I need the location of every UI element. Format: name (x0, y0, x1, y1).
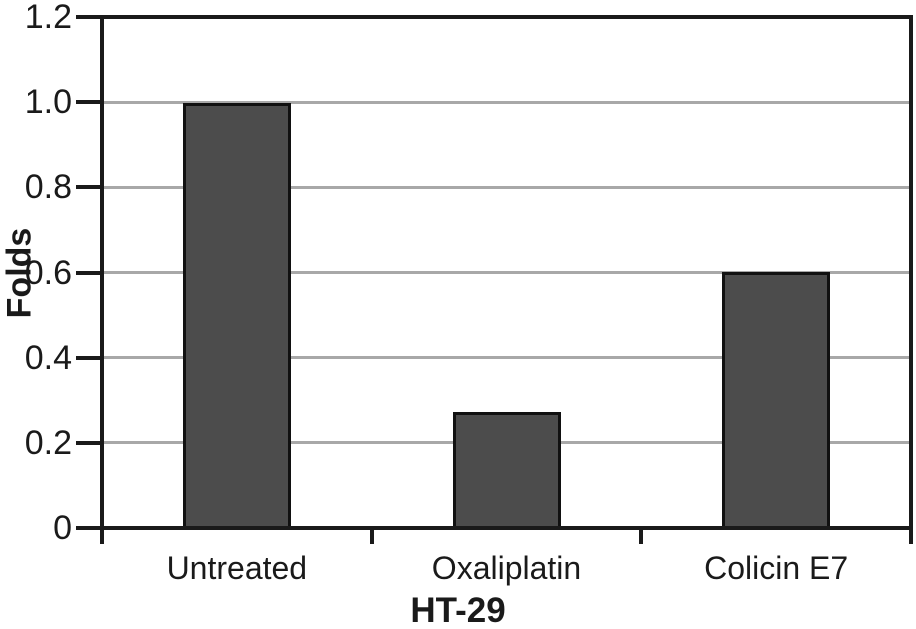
bar-oxaliplatin (453, 412, 561, 526)
x-axis-tick (369, 526, 374, 544)
x-axis-category-label: Colicin E7 (704, 550, 849, 586)
y-axis-tick-label: 0 (53, 509, 72, 547)
y-axis-tick-label: 1.0 (24, 83, 72, 122)
y-axis-tick (76, 526, 102, 530)
y-axis-tick (76, 355, 102, 360)
bar-colicin-e7 (722, 272, 830, 526)
y-gridline (104, 100, 909, 104)
y-gridline (104, 185, 909, 189)
y-axis-tick-label: 0.8 (24, 168, 72, 207)
y-gridline (104, 356, 909, 360)
x-axis-tick (909, 526, 913, 544)
y-axis-tick (76, 440, 102, 445)
plot-area (100, 15, 913, 530)
x-axis-category-label: Oxaliplatin (431, 550, 582, 586)
y-axis-tick-label: 0.2 (24, 423, 72, 462)
y-axis-tick-label: 0.4 (24, 338, 72, 377)
y-axis-tick (76, 185, 102, 190)
x-axis-tick (100, 526, 104, 544)
x-axis-category-label: Untreated (166, 550, 308, 586)
y-gridline (104, 271, 909, 274)
y-axis-tick-label: 0.6 (24, 253, 72, 292)
y-axis-tick-label: 1.2 (24, 0, 72, 36)
y-axis-tick (76, 100, 102, 105)
x-axis-title: HT-29 (410, 591, 506, 629)
y-axis-tick (76, 15, 102, 19)
bar-untreated (183, 103, 291, 526)
x-axis-tick (639, 526, 644, 544)
y-axis-tick (76, 270, 102, 275)
